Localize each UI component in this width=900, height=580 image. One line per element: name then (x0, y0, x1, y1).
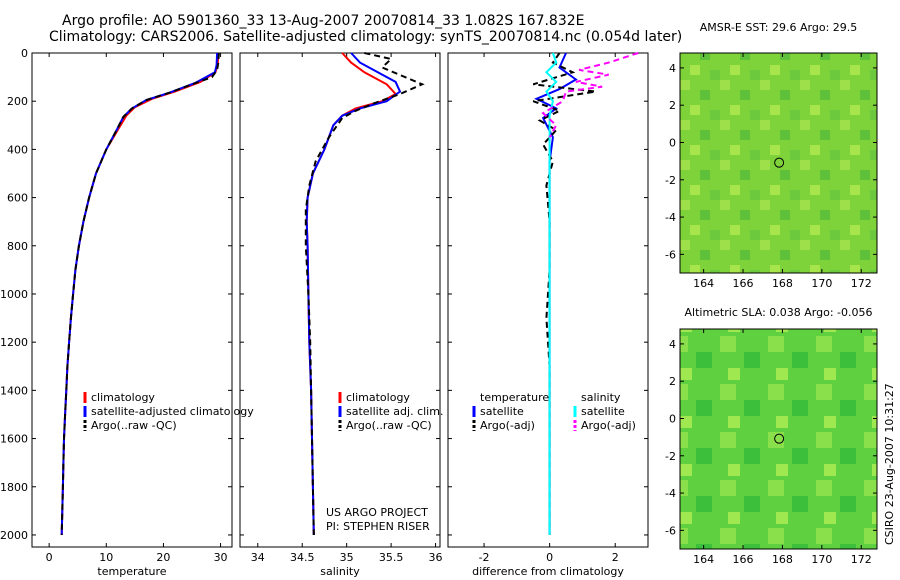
sst_map-ytick-label: 4 (669, 62, 676, 75)
sla_map-argo-marker (774, 433, 785, 444)
difference-series-1 (532, 52, 596, 535)
sst_map-frame (679, 52, 878, 274)
sst_map-ytick-label: 0 (669, 136, 676, 149)
temperature-xtick-label: 10 (99, 551, 113, 564)
figure-title-line1: Argo profile: AO 5901360_33 13-Aug-2007 … (62, 13, 585, 29)
sst_map-xtick-label: 172 (851, 277, 872, 290)
legend-diff-temperature-heading: temperature (480, 391, 549, 404)
legend-salinity-satellite: satellite adj. clim. (346, 405, 443, 418)
difference-series-3 (541, 52, 639, 138)
salinity-series-1 (305, 52, 402, 536)
depth-tick-label: 0 (21, 47, 28, 60)
salinity-xtick-label: 35.5 (379, 551, 404, 564)
sst_map-xtick-label: 166 (733, 277, 754, 290)
sla_map-title: Altimetric SLA: 0.038 Argo: -0.056 (685, 306, 873, 319)
temperature-series-1 (60, 52, 219, 536)
difference-xlabel: difference from climatology (472, 565, 624, 578)
temperature-xtick-label: 30 (214, 551, 228, 564)
difference-series-2 (544, 52, 558, 535)
difference-xtick-label: 0 (546, 551, 553, 564)
legend-temperature-argo: Argo(..raw -QC) (91, 419, 177, 432)
depth-tick-label: 1400 (0, 384, 28, 397)
depth-tick-label: 2000 (0, 529, 28, 542)
sla_map-ytick-label: -6 (665, 524, 676, 537)
temperature-xlabel: temperature (97, 565, 166, 578)
sst_map-ytick-label: 2 (669, 99, 676, 112)
depth-tick-label: 1000 (0, 288, 28, 301)
salinity-xlabel: salinity (320, 565, 360, 578)
sst_map-title: AMSR-E SST: 29.6 Argo: 29.5 (700, 21, 858, 34)
annotation-project: US ARGO PROJECT (326, 506, 428, 519)
legend-salinity-argo: Argo(..raw -QC) (346, 419, 432, 432)
difference-xtick-label: 2 (612, 551, 619, 564)
sst-map-field (680, 53, 877, 273)
legend-temperature-climatology: climatology (91, 391, 155, 404)
depth-tick-label: 200 (7, 95, 28, 108)
depth-tick-label: 1600 (0, 433, 28, 446)
figure-title-line2: Climatology: CARS2006. Satellite-adjuste… (49, 29, 683, 45)
sst_map-xtick-label: 164 (693, 277, 714, 290)
salinity-series-2 (304, 52, 425, 536)
salinity-xtick-label: 35 (340, 551, 354, 564)
depth-tick-label: 800 (7, 240, 28, 253)
difference-frame (447, 52, 649, 548)
depth-tick-label: 400 (7, 143, 28, 156)
difference-xtick-label: -2 (479, 551, 490, 564)
salinity-series-0 (305, 52, 398, 536)
sst_map-xtick-label: 170 (811, 277, 832, 290)
sst_map-ytick-label: -2 (665, 174, 676, 187)
legend-diff-sal-satellite: satellite (581, 405, 625, 418)
legend-diff-sal-argo: Argo(-adj) (581, 419, 636, 432)
sla_map-ytick-label: 4 (669, 338, 676, 351)
salinity-xtick-label: 34 (251, 551, 265, 564)
sla_map-xtick-label: 170 (811, 553, 832, 566)
legend-salinity-climatology: climatology (346, 391, 410, 404)
temperature-xtick-label: 20 (156, 551, 170, 564)
temperature-series-2 (60, 52, 220, 536)
sla_map-xtick-label: 168 (772, 553, 793, 566)
temperature-frame (31, 52, 233, 548)
depth-tick-label: 600 (7, 192, 28, 205)
depth-tick-label: 1800 (0, 481, 28, 494)
sla_map-ytick-label: 2 (669, 375, 676, 388)
depth-tick-label: 1200 (0, 336, 28, 349)
sst_map-xtick-label: 168 (772, 277, 793, 290)
legend-diff-salinity-heading: salinity (581, 391, 621, 404)
sst_map-ytick-label: -4 (665, 211, 676, 224)
temperature-series-0 (60, 52, 220, 536)
sla_map-frame (679, 328, 878, 550)
salinity-frame (239, 52, 441, 548)
sla-map-field (680, 329, 877, 549)
sla_map-xtick-label: 172 (851, 553, 872, 566)
sla_map-xtick-label: 164 (693, 553, 714, 566)
salinity-xtick-label: 34.5 (290, 551, 315, 564)
sst_map-argo-marker (774, 157, 785, 168)
legend-diff-temp-satellite: satellite (480, 405, 524, 418)
temperature-xtick-label: 0 (46, 551, 53, 564)
legend-temperature-satellite: satellite-adjusted climatology (91, 405, 254, 418)
sst_map-ytick-label: -6 (665, 248, 676, 261)
annotation-pi: PI: STEPHEN RISER (326, 520, 430, 533)
sla_map-xtick-label: 166 (733, 553, 754, 566)
legend-diff-temp-argo: Argo(-adj) (480, 419, 535, 432)
csiro-timestamp: CSIRO 23-Aug-2007 10:31:27 (883, 383, 896, 545)
sla_map-ytick-label: -2 (665, 450, 676, 463)
sla_map-ytick-label: 0 (669, 412, 676, 425)
salinity-xtick-label: 36 (429, 551, 443, 564)
sla_map-ytick-label: -4 (665, 487, 676, 500)
difference-series-0 (534, 52, 578, 535)
